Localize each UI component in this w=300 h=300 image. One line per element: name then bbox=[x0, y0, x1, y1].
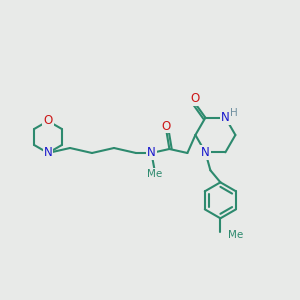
Text: N: N bbox=[44, 146, 52, 160]
Text: Me: Me bbox=[147, 169, 162, 179]
Text: N: N bbox=[147, 146, 156, 160]
Text: O: O bbox=[191, 92, 200, 105]
Text: N: N bbox=[221, 111, 230, 124]
Text: Me: Me bbox=[228, 230, 244, 240]
Text: N: N bbox=[201, 146, 210, 159]
Text: O: O bbox=[162, 119, 171, 133]
Text: O: O bbox=[44, 115, 52, 128]
Text: H: H bbox=[230, 108, 237, 118]
